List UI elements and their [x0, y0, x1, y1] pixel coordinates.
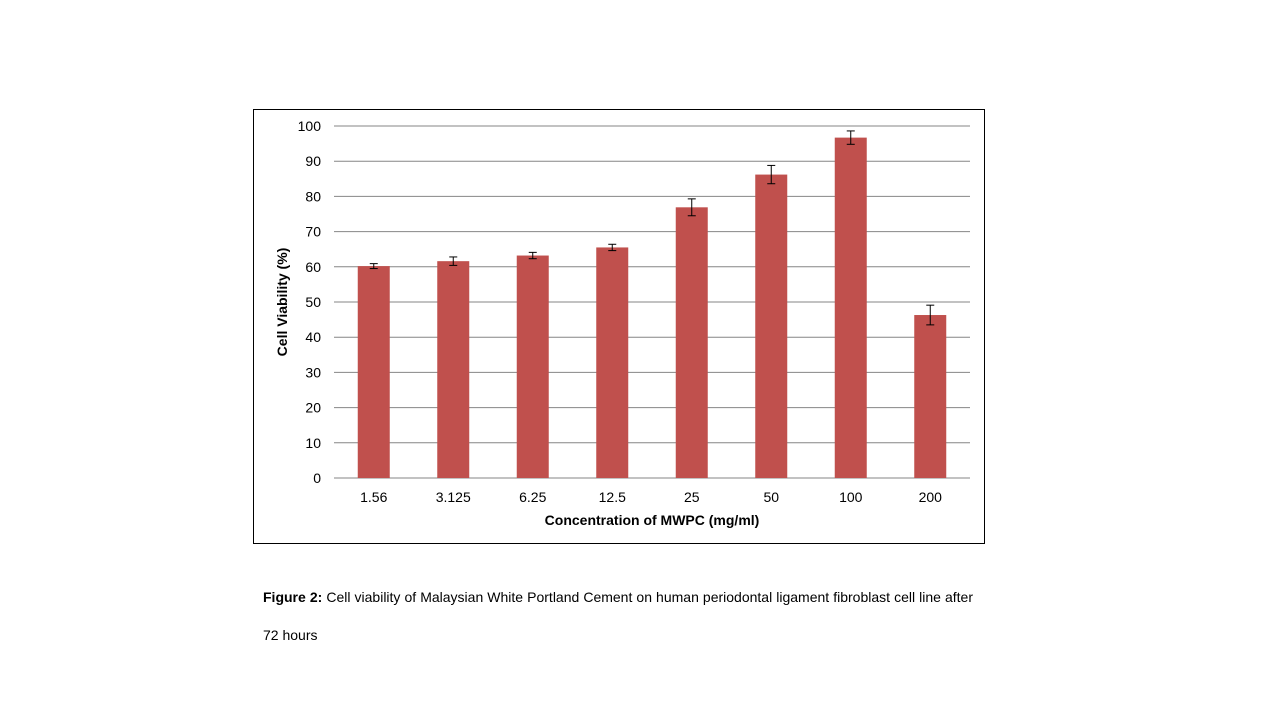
x-axis-title: Concentration of MWPC (mg/ml): [545, 512, 760, 528]
y-axis-title: Cell Viability (%): [274, 248, 290, 357]
bar-chart: 0 10 20 30 40 50 60 70 80 90 100 1.56 3.125 6.25 12.5…: [274, 118, 970, 528]
bar: [437, 261, 470, 478]
x-tick-label: 100: [839, 489, 863, 505]
y-tick-label: 70: [305, 224, 321, 240]
y-tick-label: 30: [305, 364, 321, 380]
bar: [596, 247, 629, 478]
bar: [675, 207, 708, 478]
y-tick-label: 20: [305, 400, 321, 416]
bar: [914, 315, 947, 478]
y-tick-label: 50: [305, 294, 321, 310]
bar: [516, 255, 549, 478]
bar: [834, 137, 867, 478]
x-tick-label: 6.25: [519, 489, 546, 505]
y-tick-label: 90: [305, 153, 321, 169]
y-tick-label: 10: [305, 435, 321, 451]
y-tick-label: 0: [313, 470, 321, 486]
bar: [357, 266, 390, 478]
y-tick-label: 40: [305, 329, 321, 345]
gridlines: [334, 125, 970, 479]
caption-text: Cell viability of Malaysian White Portla…: [263, 589, 973, 643]
y-tick-label: 60: [305, 259, 321, 275]
y-tick-label: 80: [305, 188, 321, 204]
chart-frame: 0 10 20 30 40 50 60 70 80 90 100 1.56 3.125 6.25 12.5…: [253, 109, 985, 544]
y-tick-labels: 0 10 20 30 40 50 60 70 80 90 100: [298, 118, 322, 486]
x-tick-label: 3.125: [436, 489, 471, 505]
x-tick-label: 12.5: [599, 489, 626, 505]
x-tick-label: 25: [684, 489, 700, 505]
error-bars: [369, 130, 935, 326]
bar: [755, 174, 788, 478]
y-tick-label: 100: [298, 118, 322, 134]
figure-caption: Figure 2: Cell viability of Malaysian Wh…: [263, 578, 973, 654]
caption-label: Figure 2:: [263, 589, 323, 605]
bars: [357, 137, 947, 478]
x-tick-label: 1.56: [360, 489, 387, 505]
x-tick-label: 50: [763, 489, 779, 505]
x-tick-labels: 1.56 3.125 6.25 12.5 25 50 100 200: [360, 489, 942, 505]
x-tick-label: 200: [919, 489, 943, 505]
